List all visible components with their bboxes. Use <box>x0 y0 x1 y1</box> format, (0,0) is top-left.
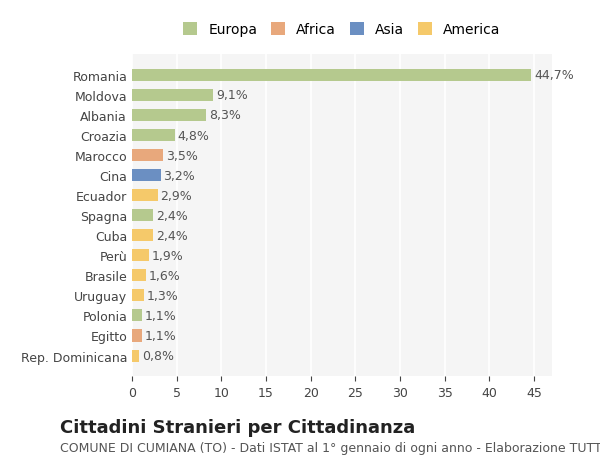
Text: 3,5%: 3,5% <box>166 149 198 162</box>
Bar <box>132 170 161 182</box>
Text: 9,1%: 9,1% <box>216 89 248 102</box>
Bar <box>132 210 154 222</box>
Bar <box>132 250 149 262</box>
Bar <box>132 90 214 102</box>
Text: 1,3%: 1,3% <box>146 289 178 302</box>
Bar <box>132 290 143 302</box>
Text: 1,1%: 1,1% <box>145 329 176 342</box>
Text: 2,9%: 2,9% <box>161 189 193 202</box>
Bar <box>132 230 154 242</box>
Text: 2,4%: 2,4% <box>156 209 188 222</box>
Bar <box>132 190 158 202</box>
Text: 1,1%: 1,1% <box>145 309 176 322</box>
Bar <box>132 70 532 82</box>
Text: 1,9%: 1,9% <box>152 249 184 262</box>
Bar <box>132 350 139 362</box>
Bar <box>132 110 206 122</box>
Bar <box>132 310 142 322</box>
Text: 4,8%: 4,8% <box>178 129 209 142</box>
Text: 1,6%: 1,6% <box>149 269 181 282</box>
Bar <box>132 330 142 342</box>
Bar <box>132 150 163 162</box>
Text: 3,2%: 3,2% <box>163 169 195 182</box>
Bar <box>132 130 175 142</box>
Bar <box>132 270 146 282</box>
Text: Cittadini Stranieri per Cittadinanza: Cittadini Stranieri per Cittadinanza <box>60 418 415 436</box>
Text: 0,8%: 0,8% <box>142 349 174 362</box>
Text: 44,7%: 44,7% <box>534 69 574 82</box>
Text: 8,3%: 8,3% <box>209 109 241 122</box>
Text: 2,4%: 2,4% <box>156 229 188 242</box>
Legend: Europa, Africa, Asia, America: Europa, Africa, Asia, America <box>181 20 503 40</box>
Text: COMUNE DI CUMIANA (TO) - Dati ISTAT al 1° gennaio di ogni anno - Elaborazione TU: COMUNE DI CUMIANA (TO) - Dati ISTAT al 1… <box>60 441 600 453</box>
